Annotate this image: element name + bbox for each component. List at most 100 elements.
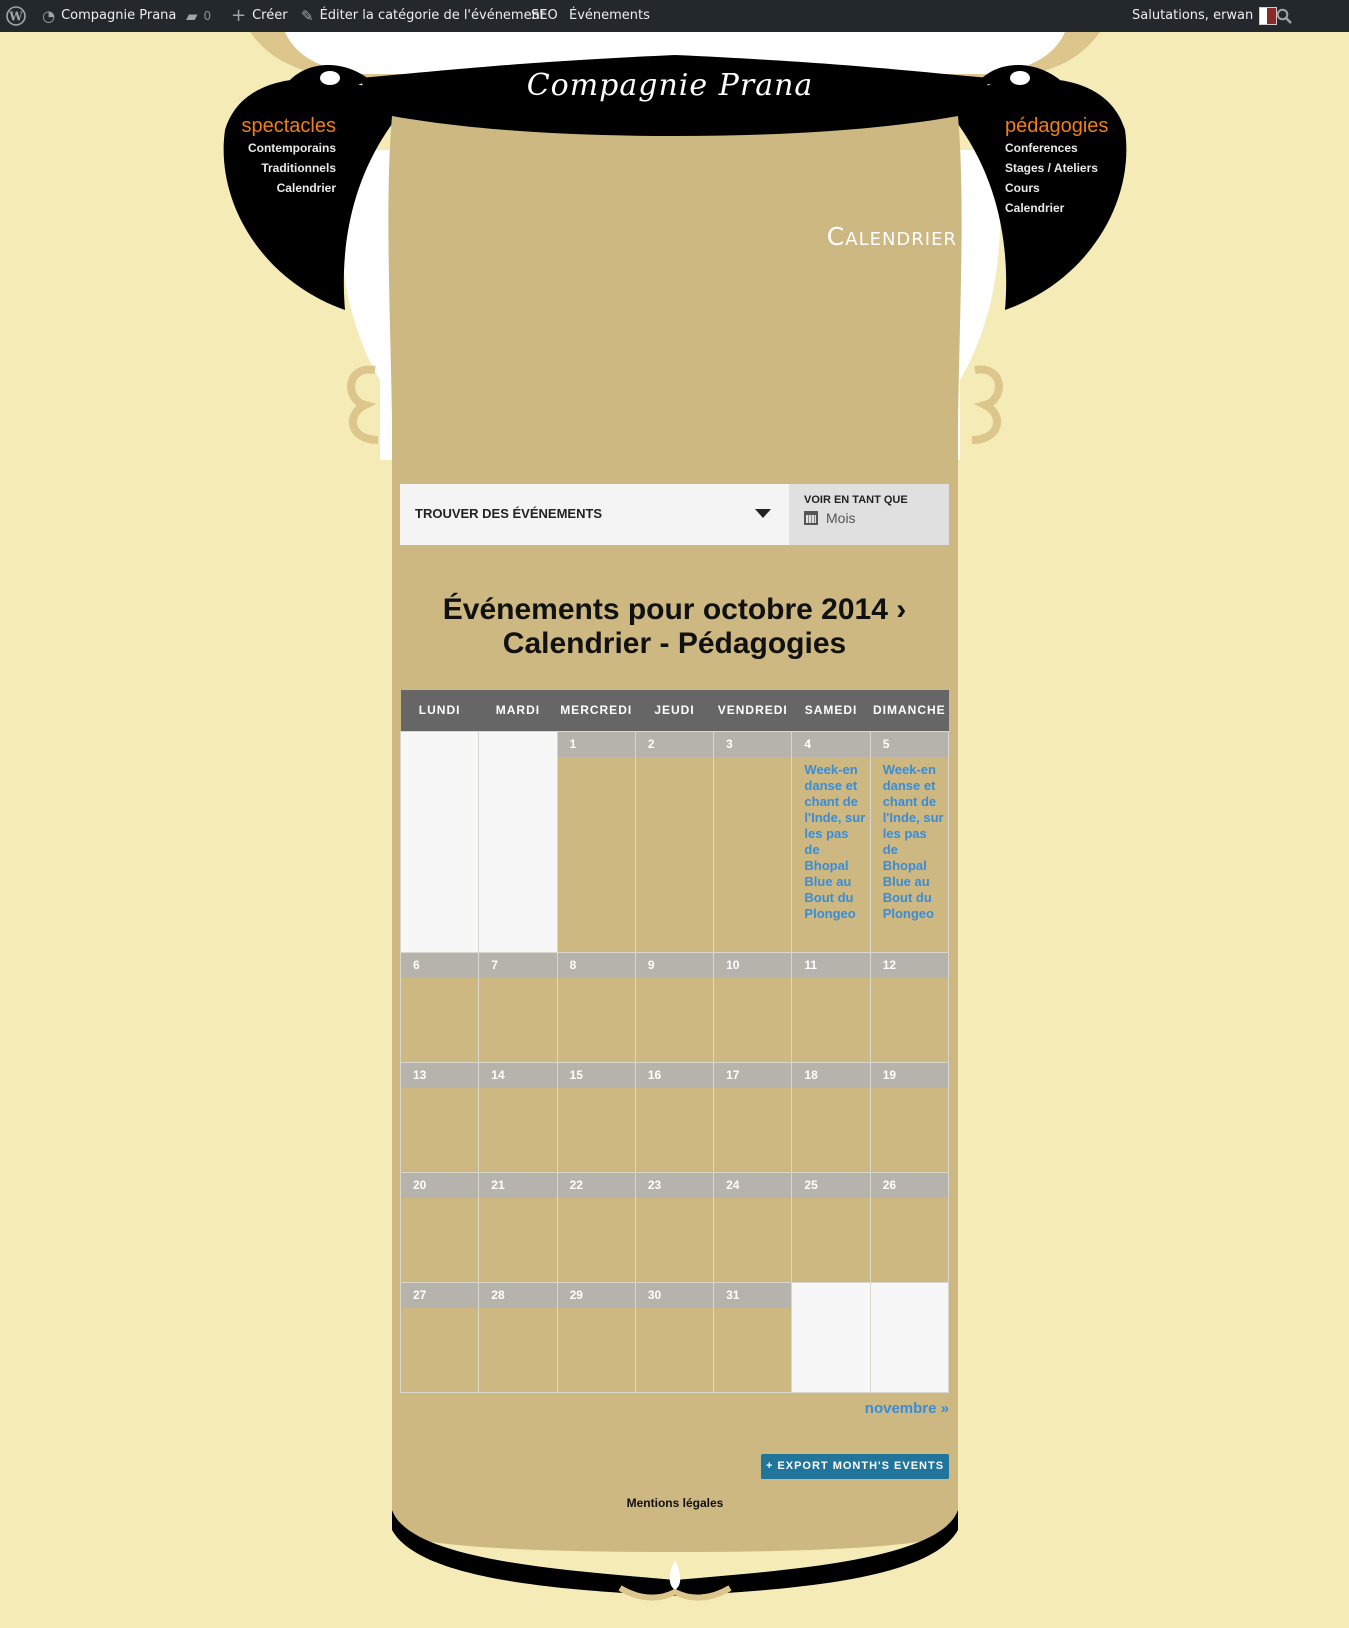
day-number: 9 — [635, 952, 714, 978]
calendar-day: 25 — [791, 1171, 871, 1283]
calendar-day: 19 — [869, 1061, 950, 1173]
calendar-day: 13 — [399, 1061, 480, 1173]
month-calendar: LUNDI MARDI MERCREDI JEUDI VENDREDI SAME… — [399, 690, 950, 1393]
calendar-day: 24 — [713, 1171, 793, 1283]
month-heading-line1: Événements pour octobre 2014 › — [442, 593, 907, 626]
calendar-day: 30 — [634, 1281, 715, 1393]
calendar-day: 21 — [478, 1171, 558, 1283]
comments-link[interactable]: ▰ 0 — [186, 0, 211, 32]
day-number: 25 — [792, 1172, 870, 1198]
events-menu[interactable]: Événements — [569, 8, 650, 23]
calendar-day: 9 — [634, 951, 715, 1063]
day-number: 23 — [635, 1172, 714, 1198]
day-number: 21 — [479, 1172, 557, 1198]
day-number: 1 — [557, 731, 635, 757]
calendar-day: 20 — [399, 1171, 480, 1283]
day-number: 22 — [557, 1172, 635, 1198]
calendar-icon — [804, 511, 818, 525]
day-number: 4 — [792, 731, 870, 757]
view-as-label: VOIR EN TANT QUE — [804, 494, 908, 506]
event-link[interactable]: Week-en danse et chant de l'Inde, sur le… — [882, 761, 944, 921]
day-number: 7 — [479, 952, 557, 978]
calendar-day: 15 — [556, 1061, 636, 1173]
edit-category-link[interactable]: ✎ Éditer la catégorie de l'événement — [301, 0, 545, 32]
seo-menu[interactable]: SEO — [531, 8, 558, 23]
day-number: 2 — [635, 731, 714, 757]
day-number: 20 — [401, 1172, 479, 1198]
day-number: 8 — [557, 952, 635, 978]
day-number: 5 — [870, 731, 948, 757]
account-menu[interactable]: Salutations, erwan — [1132, 0, 1278, 32]
calendar-day: 31 — [713, 1281, 793, 1393]
day-number: 16 — [635, 1062, 714, 1088]
calendar-day: 28 — [478, 1281, 558, 1393]
nav-item-traditionnels[interactable]: Traditionnels — [261, 161, 336, 175]
calendar-day: 23 — [634, 1171, 715, 1283]
nav-item-calendrier-spectacles[interactable]: Calendrier — [276, 181, 336, 195]
calendar-day: 29 — [556, 1281, 636, 1393]
find-events-toggle[interactable]: TROUVER DES ÉVÉNEMENTS — [400, 484, 789, 545]
month-heading-line2: Calendrier - Pédagogies — [502, 627, 847, 660]
nav-heading-pedagogies[interactable]: pédagogies — [1005, 115, 1109, 137]
new-content-button[interactable]: + Créer — [231, 0, 288, 32]
day-number: 6 — [401, 952, 479, 978]
nav-item-cours[interactable]: Cours — [1005, 181, 1040, 195]
nav-spectacles: spectacles Contemporains Traditionnels C… — [200, 115, 337, 198]
calendar-day: 22 — [556, 1171, 636, 1283]
pencil-icon: ✎ — [301, 7, 314, 25]
day-number: 13 — [401, 1062, 479, 1088]
calendar-day: 4 Week-en danse et chant de l'Inde, sur l… — [791, 730, 871, 953]
weekday-header: JEUDI — [635, 690, 714, 731]
day-number: 31 — [714, 1282, 792, 1308]
calendar-day-empty — [478, 730, 558, 953]
day-number: 27 — [401, 1282, 479, 1308]
calendar-day: 12 — [869, 951, 950, 1063]
comment-icon: ▰ — [186, 7, 198, 25]
calendar-day: 16 — [634, 1061, 715, 1173]
day-number: 12 — [870, 952, 948, 978]
nav-item-calendrier-pedagogies[interactable]: Calendrier — [1005, 201, 1065, 215]
day-number: 14 — [479, 1062, 557, 1088]
calendar-day: 6 — [399, 951, 480, 1063]
weekday-header: VENDREDI — [713, 690, 792, 731]
weekday-header: DIMANCHE — [870, 690, 949, 731]
plus-icon: + — [231, 5, 247, 26]
search-icon[interactable] — [1276, 0, 1292, 32]
chevron-down-icon — [755, 509, 771, 518]
wordpress-logo-icon[interactable]: W — [6, 0, 26, 32]
calendar-day: 8 — [556, 951, 636, 1063]
view-as-value: Mois — [826, 510, 856, 526]
calendar-day: 17 — [713, 1061, 793, 1173]
nav-item-contemporains[interactable]: Contemporains — [247, 141, 336, 155]
nav-item-conferences[interactable]: Conferences — [1005, 141, 1078, 155]
day-number: 19 — [870, 1062, 948, 1088]
weekday-header: MERCREDI — [557, 690, 636, 731]
calendar-day: 26 — [869, 1171, 950, 1283]
calendar-day: 3 — [713, 730, 793, 953]
next-month-link[interactable]: novembre » — [864, 1400, 949, 1417]
day-number: 15 — [557, 1062, 635, 1088]
day-number: 18 — [792, 1062, 870, 1088]
calendar-day: 27 — [399, 1281, 480, 1393]
calendar-day: 10 — [713, 951, 793, 1063]
day-number: 10 — [714, 952, 792, 978]
calendar-day-empty — [869, 1281, 950, 1393]
calendar-day: 18 — [791, 1061, 871, 1173]
nav-heading-spectacles[interactable]: spectacles — [241, 115, 337, 137]
nav-pedagogies: pédagogies Conferences Stages / Ateliers… — [1005, 115, 1145, 218]
weekday-header: LUNDI — [400, 690, 479, 731]
find-events-label: TROUVER DES ÉVÉNEMENTS — [415, 506, 603, 521]
month-heading: Événements pour octobre 2014 › Calendrie… — [400, 593, 949, 661]
view-as-selector[interactable]: VOIR EN TANT QUE Mois — [789, 484, 949, 545]
event-link[interactable]: Week-en danse et chant de l'Inde, sur le… — [804, 761, 866, 921]
day-number: 3 — [714, 731, 792, 757]
calendar-day: 2 — [634, 730, 715, 953]
avatar — [1259, 7, 1278, 25]
day-number: 11 — [792, 952, 870, 978]
nav-item-stages-ateliers[interactable]: Stages / Ateliers — [1005, 161, 1098, 175]
legal-notice-link[interactable]: Mentions légales — [626, 1496, 724, 1510]
site-name-link[interactable]: ◔ Compagnie Prana — [42, 0, 176, 32]
export-events-button[interactable]: + EXPORT MONTH'S EVENTS — [761, 1454, 949, 1479]
calendar-day: 14 — [478, 1061, 558, 1173]
site-logo[interactable]: Compagnie Prana — [526, 68, 814, 103]
